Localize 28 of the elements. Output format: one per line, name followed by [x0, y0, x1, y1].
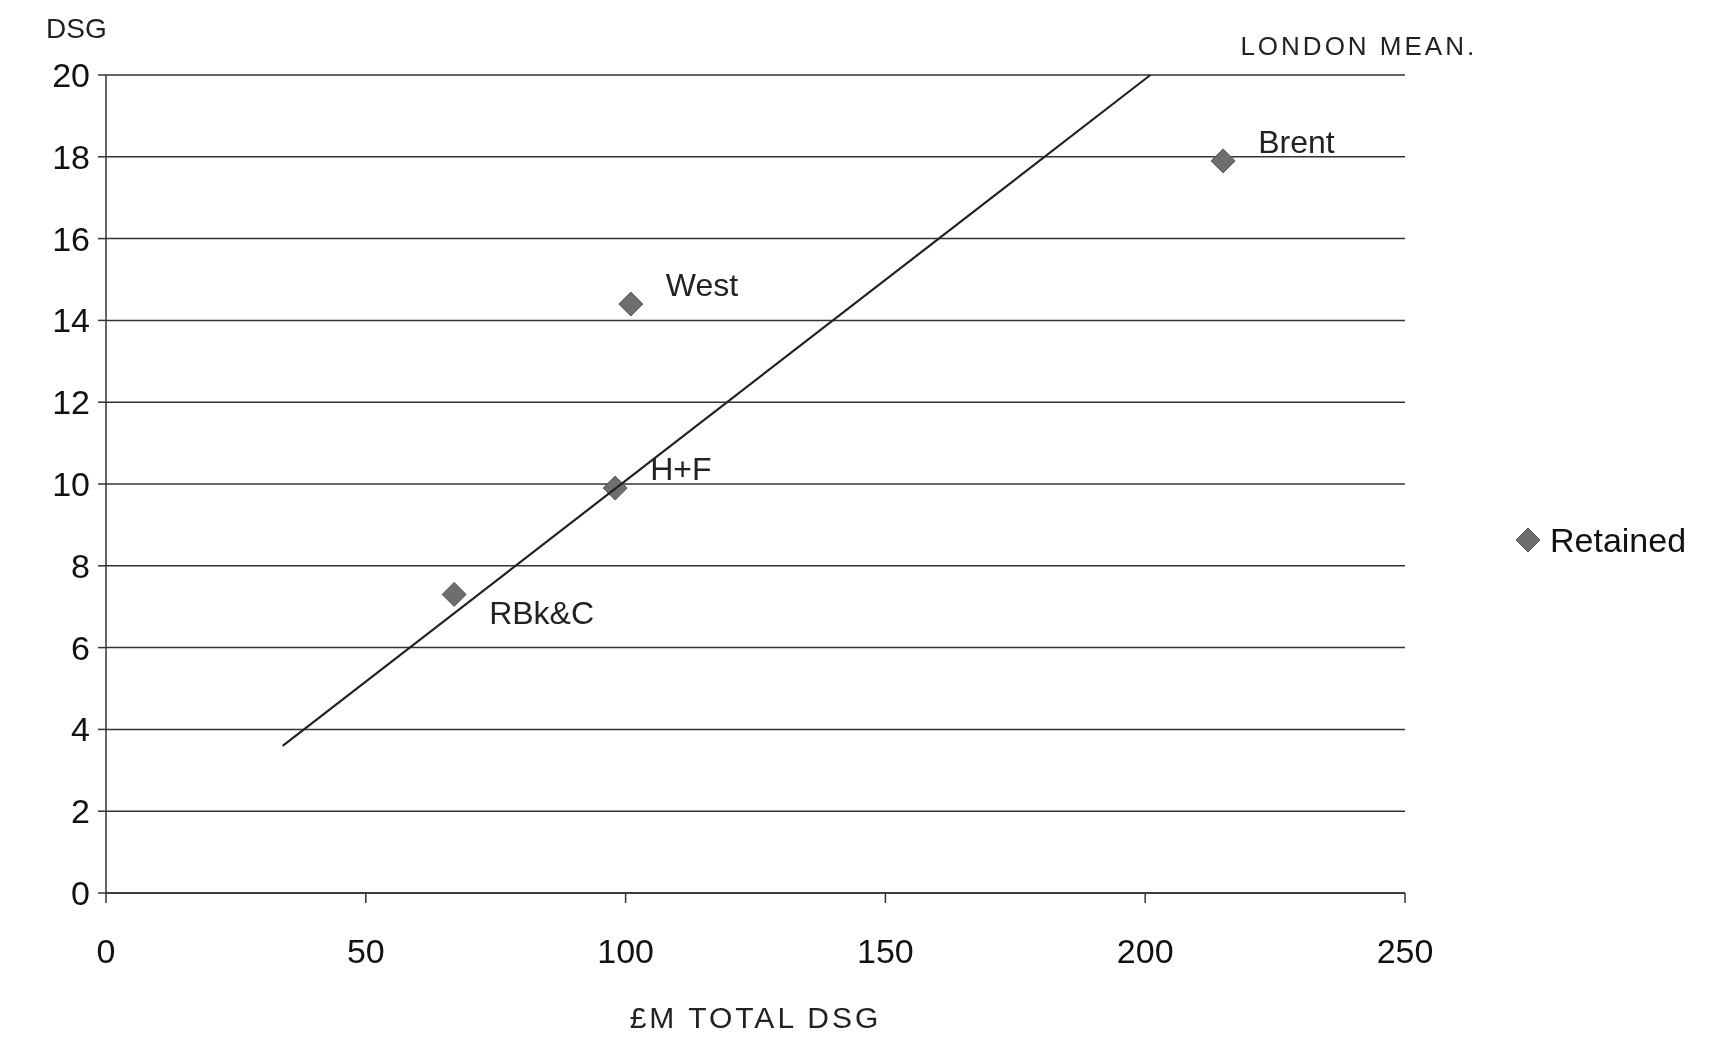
- annotation: H+F: [650, 451, 712, 488]
- y-tick-label: 12: [52, 383, 90, 422]
- y-tick-label: 10: [52, 464, 90, 503]
- annotation: West: [665, 267, 739, 304]
- x-tick-label: 50: [346, 932, 385, 970]
- point: [1210, 148, 1236, 174]
- y-tick-label: 6: [71, 628, 90, 667]
- legend-label: Retained: [1550, 520, 1687, 559]
- y-tick-label: 0: [71, 873, 90, 912]
- x-tick-label: 250: [1376, 932, 1434, 970]
- point: [618, 291, 644, 317]
- x-tick-label: 150: [857, 932, 914, 970]
- y-tick-label: 8: [71, 546, 90, 585]
- y-tick-label: 4: [71, 710, 90, 749]
- annotation: Brent: [1258, 123, 1335, 160]
- y-tick-label: 16: [52, 219, 90, 258]
- annotation: RBk&C: [489, 595, 595, 632]
- y-tick-label: 18: [52, 137, 90, 176]
- x-tick-label: 0: [96, 932, 116, 970]
- y-tick-label: 20: [52, 55, 90, 94]
- y-tick-label: 14: [52, 301, 90, 340]
- y-tick-label: 2: [71, 792, 90, 831]
- x-tick-label: 200: [1116, 932, 1174, 970]
- point: [441, 581, 467, 607]
- x-axis-title: £M TOTAL DSG: [629, 1001, 882, 1034]
- text: LONDON MEAN.: [1240, 31, 1478, 61]
- y-axis-title: DSG: [46, 13, 107, 44]
- x-tick-label: 100: [597, 932, 654, 970]
